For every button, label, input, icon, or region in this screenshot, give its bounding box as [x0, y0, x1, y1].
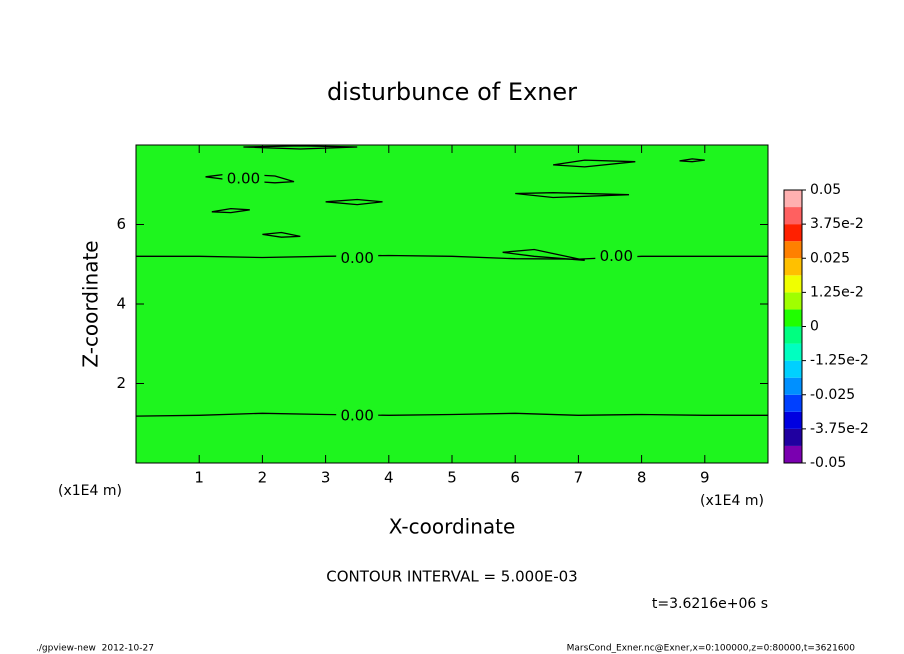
y-tick-label: 6 — [116, 215, 126, 233]
colorbar-tick-label: -0.05 — [810, 455, 846, 471]
colorbar-tick-label: -0.025 — [810, 387, 855, 403]
colorbar-cell — [784, 241, 802, 259]
colorbar-cell — [784, 224, 802, 242]
contour-line — [136, 254, 768, 260]
contour-label-bg — [222, 171, 265, 188]
y-tick-label: 4 — [116, 295, 126, 313]
contour-line — [135, 412, 768, 417]
colorbar-cell — [784, 292, 802, 310]
colorbar-cell — [784, 445, 802, 463]
contour-line — [502, 248, 585, 261]
contour-interval: CONTOUR INTERVAL = 5.000E-03 — [326, 568, 577, 586]
contour-line — [679, 158, 705, 163]
colorbar-cell — [784, 428, 802, 446]
colorbar-cell — [784, 326, 802, 344]
x-tick-label: 6 — [510, 469, 520, 487]
x-unit: (x1E4 m) — [58, 483, 122, 499]
colorbar-tick-label: 1.25e-2 — [810, 284, 864, 300]
x-tick-label: 8 — [637, 469, 647, 487]
colorbar-tick-label: -3.75e-2 — [810, 421, 869, 437]
x-tick-label: 5 — [447, 469, 457, 487]
colorbar-tick-label: 3.75e-2 — [810, 216, 864, 232]
contour-line — [243, 145, 358, 150]
contour-label: 0.00 — [340, 407, 373, 425]
x-tick-label: 3 — [321, 469, 331, 487]
contour-label: 0.00 — [227, 170, 260, 188]
colorbar-cell — [784, 190, 802, 208]
x-unit: (x1E4 m) — [700, 493, 764, 509]
colorbar-tick-label: -1.25e-2 — [810, 353, 869, 369]
colorbar-tick-label: 0.025 — [810, 250, 850, 266]
x-tick-label: 4 — [384, 469, 394, 487]
y-axis-label: Z-coordinate — [79, 240, 103, 367]
colorbar-tick-label: 0 — [810, 319, 819, 335]
x-axis-label: X-coordinate — [389, 515, 516, 539]
contour-line — [325, 198, 383, 206]
colorbar-cell — [784, 377, 802, 395]
x-tick-label: 2 — [258, 469, 268, 487]
footer-right: MarsCond_Exner.nc@Exner,x=0:100000,z=0:8… — [567, 644, 856, 654]
contour-label-bg — [595, 248, 638, 265]
contour-label: 0.00 — [340, 249, 373, 267]
x-tick-label: 1 — [194, 469, 204, 487]
contour-label-bg — [336, 408, 379, 425]
colorbar-cell — [784, 309, 802, 327]
contour-line — [262, 231, 301, 238]
footer-left: ./gpview-new 2012-10-27 — [36, 644, 154, 654]
time-label: t=3.6216e+06 s — [652, 596, 768, 612]
contour-line — [515, 192, 630, 199]
contour-line — [211, 207, 250, 214]
colorbar-cell — [784, 343, 802, 361]
colorbar-cell — [784, 207, 802, 225]
contour-label: 0.00 — [600, 247, 633, 265]
y-tick-label: 2 — [116, 374, 126, 392]
colorbar-cell — [784, 394, 802, 412]
colorbar-cell — [784, 258, 802, 276]
colorbar-cell — [784, 411, 802, 429]
contour-label-bg — [336, 250, 379, 267]
field — [136, 145, 768, 463]
x-tick-label: 9 — [700, 469, 710, 487]
colorbar-cell — [784, 360, 802, 378]
chart-title: disturbunce of Exner — [327, 78, 577, 106]
contour-line — [553, 159, 636, 168]
colorbar-cell — [784, 275, 802, 293]
x-tick-label: 7 — [574, 469, 584, 487]
colorbar-tick-label: 0.05 — [810, 182, 841, 198]
